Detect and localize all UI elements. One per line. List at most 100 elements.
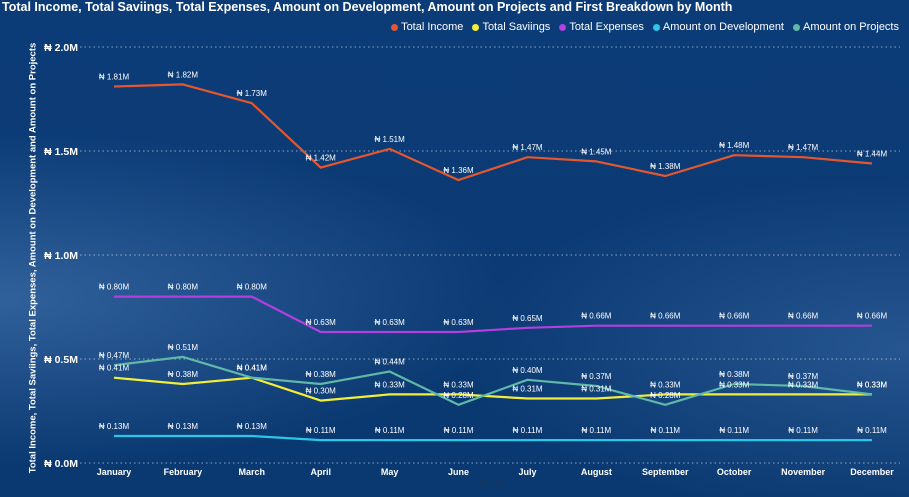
data-label: ₦ 0.33M xyxy=(650,380,681,389)
x-tick-label: July xyxy=(518,467,536,477)
data-label: ₦ 0.11M xyxy=(857,426,887,435)
data-label: ₦ 0.66M xyxy=(650,312,681,321)
y-tick-label: ₦ 0.5M xyxy=(44,354,78,366)
data-label: ₦ 0.28M xyxy=(443,391,474,400)
data-label: ₦ 0.66M xyxy=(788,312,819,321)
data-label: ₦ 0.33M xyxy=(857,380,888,389)
legend-item[interactable]: Amount on Projects xyxy=(793,21,899,33)
data-label: ₦ 1.48M xyxy=(719,141,750,150)
x-tick-label: August xyxy=(581,467,612,477)
data-label: ₦ 0.37M xyxy=(581,372,612,381)
x-tick-label: May xyxy=(381,467,399,477)
data-label: ₦ 0.11M xyxy=(513,426,543,435)
data-label: ₦ 0.31M xyxy=(581,385,612,394)
data-label: ₦ 0.41M xyxy=(237,364,268,373)
data-label: ₦ 0.11M xyxy=(444,426,474,435)
chart-title: Total Income, Total Saviings, Total Expe… xyxy=(2,0,733,14)
data-label: ₦ 0.38M xyxy=(306,370,337,379)
data-label: ₦ 1.44M xyxy=(857,149,888,158)
series-line-amount-on-projects xyxy=(113,355,873,406)
data-label: ₦ 0.11M xyxy=(375,426,405,435)
data-label: ₦ 0.11M xyxy=(650,426,680,435)
x-tick-label: February xyxy=(164,467,203,477)
y-tick-label: ₦ 1.0M xyxy=(44,250,78,262)
y-tick-label: ₦ 1.5M xyxy=(44,146,78,158)
data-label: ₦ 0.66M xyxy=(719,312,750,321)
y-tick-label: ₦ 2.0M xyxy=(44,42,78,54)
data-label: ₦ 0.51M xyxy=(168,343,199,352)
data-label: ₦ 0.44M xyxy=(375,357,406,366)
legend-item[interactable]: Total Saviings xyxy=(472,21,550,33)
legend-item[interactable]: Total Expenses xyxy=(559,21,644,33)
legend-item[interactable]: Amount on Development xyxy=(652,21,784,33)
data-label: ₦ 0.41M xyxy=(99,364,130,373)
data-label: ₦ 0.31M xyxy=(512,385,543,394)
series-line-total-saviings xyxy=(113,376,872,402)
data-label: ₦ 0.13M xyxy=(168,422,199,431)
data-label: ₦ 0.80M xyxy=(99,283,130,292)
legend-marker-icon xyxy=(652,23,660,31)
chart-legend: Total Income Total Saviings Total Expenses… xyxy=(391,21,899,33)
data-label: ₦ 1.73M xyxy=(237,89,268,98)
data-label: ₦ 0.63M xyxy=(443,318,474,327)
data-label: ₦ 1.51M xyxy=(375,135,406,144)
series-line-total-expenses xyxy=(114,295,872,334)
data-label: ₦ 0.63M xyxy=(375,318,406,327)
x-tick-label: October xyxy=(717,467,752,477)
legend-label: Amount on Projects xyxy=(803,21,899,33)
data-label: ₦ 1.47M xyxy=(788,143,819,152)
series-line-total-income xyxy=(113,83,873,182)
legend-marker-icon xyxy=(472,23,480,31)
data-label: ₦ 0.28M xyxy=(650,391,681,400)
data-label: ₦ 0.13M xyxy=(99,422,130,431)
legend-label: Total Expenses xyxy=(569,21,644,33)
data-label: ₦ 0.80M xyxy=(168,283,199,292)
legend-marker-icon xyxy=(391,23,399,31)
data-label: ₦ 0.11M xyxy=(582,426,612,435)
x-tick-label: January xyxy=(97,467,132,477)
data-label: ₦ 1.42M xyxy=(306,154,337,163)
data-label: ₦ 0.38M xyxy=(719,370,750,379)
data-label: ₦ 0.11M xyxy=(306,426,336,435)
data-label: ₦ 0.33M xyxy=(443,380,474,389)
data-label: ₦ 0.47M xyxy=(99,351,130,360)
data-label: ₦ 0.33M xyxy=(788,380,819,389)
data-label: ₦ 1.82M xyxy=(168,70,199,79)
data-label: ₦ 0.65M xyxy=(512,314,543,323)
data-label: ₦ 0.30M xyxy=(306,387,337,396)
data-label: ₦ 0.37M xyxy=(788,372,819,381)
data-label: ₦ 0.11M xyxy=(719,426,749,435)
legend-marker-icon xyxy=(559,23,567,31)
data-label: ₦ 0.33M xyxy=(719,380,750,389)
data-label: ₦ 1.81M xyxy=(99,73,130,82)
data-label: ₦ 0.40M xyxy=(512,366,543,375)
legend-marker-icon xyxy=(793,23,800,31)
series-line-amount-on-development xyxy=(114,434,872,442)
data-label: ₦ 1.45M xyxy=(581,147,612,156)
x-tick-label: June xyxy=(448,467,469,477)
data-label: ₦ 0.80M xyxy=(237,283,268,292)
data-label: ₦ 0.11M xyxy=(788,426,818,435)
data-label: ₦ 0.63M xyxy=(306,318,337,327)
y-tick-label: ₦ 0.0M xyxy=(44,458,78,470)
legend-label: Total Income xyxy=(401,21,464,33)
data-label: ₦ 0.66M xyxy=(857,312,888,321)
data-label: ₦ 0.38M xyxy=(168,370,199,379)
data-label: ₦ 0.66M xyxy=(581,312,612,321)
x-tick-label: December xyxy=(850,467,894,477)
data-label: ₦ 0.33M xyxy=(375,380,406,389)
x-tick-label: March xyxy=(239,467,266,477)
x-tick-label: April xyxy=(310,467,331,477)
legend-item[interactable]: Total Income xyxy=(391,21,463,33)
data-label: ₦ 0.33M xyxy=(857,380,888,389)
legend-label: Total Saviings xyxy=(482,21,551,33)
data-label: ₦ 1.47M xyxy=(512,143,543,152)
data-label: ₦ 1.36M xyxy=(443,166,474,175)
legend-label: Amount on Development xyxy=(662,21,784,33)
data-label: ₦ 0.13M xyxy=(237,422,268,431)
x-axis-label: Month xyxy=(479,478,505,488)
data-label: ₦ 1.38M xyxy=(650,162,681,171)
data-label: ₦ 0.41M xyxy=(237,364,268,373)
